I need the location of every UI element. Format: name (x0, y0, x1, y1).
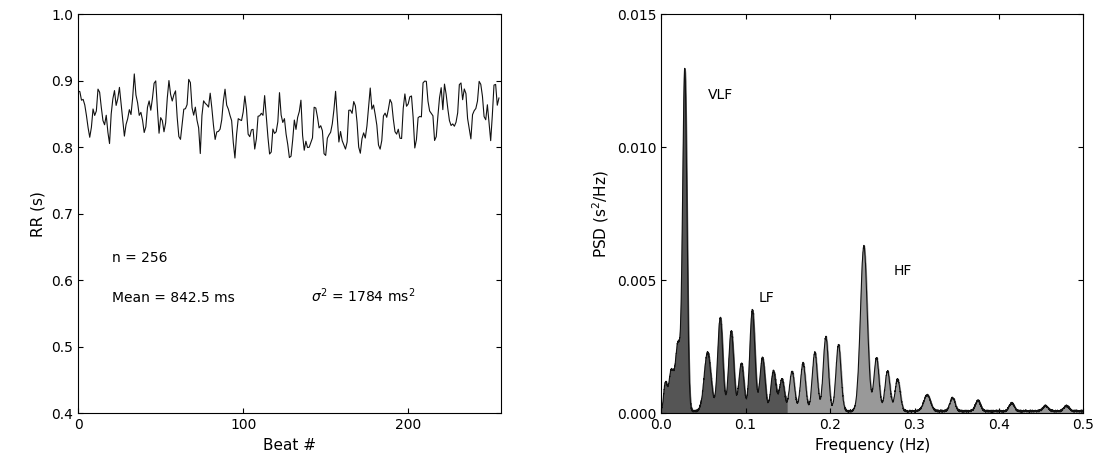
Text: VLF: VLF (707, 88, 733, 103)
Text: HF: HF (894, 264, 911, 278)
Text: n = 256: n = 256 (112, 251, 168, 265)
Text: LF: LF (758, 291, 774, 304)
Text: Mean = 842.5 ms: Mean = 842.5 ms (112, 291, 235, 304)
Y-axis label: RR (s): RR (s) (31, 191, 46, 237)
Text: $\sigma^2$ = 1784 ms$^2$: $\sigma^2$ = 1784 ms$^2$ (311, 286, 414, 304)
X-axis label: Beat #: Beat # (262, 437, 316, 453)
X-axis label: Frequency (Hz): Frequency (Hz) (814, 437, 930, 453)
Y-axis label: PSD (s$^2$/Hz): PSD (s$^2$/Hz) (591, 170, 611, 257)
